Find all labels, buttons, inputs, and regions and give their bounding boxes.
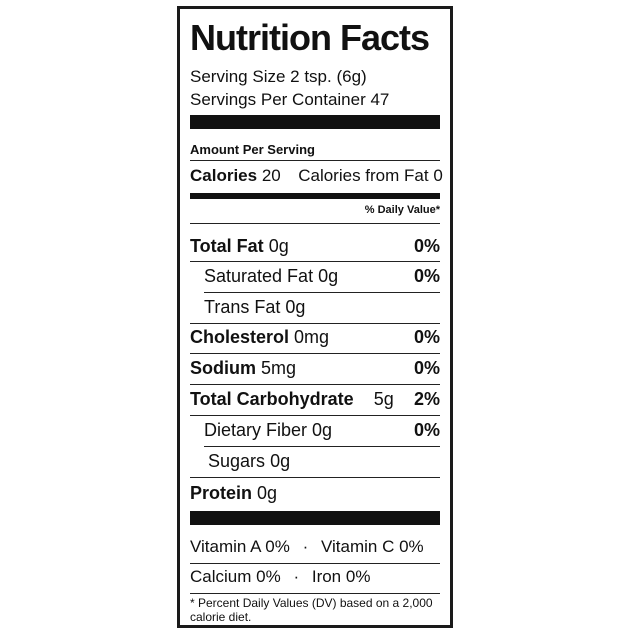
total-carbohydrate-row: Total Carbohydrate 5g 2%: [190, 389, 440, 410]
divider: [190, 261, 440, 262]
saturated-fat-amount: 0g: [318, 266, 339, 286]
total-fat-label: Total Fat: [190, 236, 264, 256]
divider: [190, 563, 440, 564]
label-title: Nutrition Facts: [190, 17, 430, 58]
divider: [190, 477, 440, 478]
divider: [204, 292, 440, 293]
daily-value-header: % Daily Value*: [364, 204, 440, 216]
separator-dot: ·: [293, 567, 300, 586]
protein-label: Protein: [190, 483, 253, 503]
total-carbohydrate-label: Total Carbohydrate: [190, 389, 354, 409]
dietary-fiber-row: Dietary Fiber 0g 0%: [190, 420, 440, 441]
nutrition-facts-label: Nutrition Facts Serving Size 2 tsp. (6g)…: [177, 6, 453, 628]
cholesterol-row: Cholesterol 0mg 0%: [190, 327, 440, 348]
sodium-amount: 5mg: [261, 358, 297, 378]
protein-amount: 0g: [257, 483, 278, 503]
divider: [190, 593, 440, 594]
divider: [190, 415, 440, 416]
divider-thick: [190, 115, 440, 129]
trans-fat-label: Trans Fat: [204, 297, 281, 317]
cholesterol-dv: 0%: [413, 327, 440, 347]
minerals-row: Calcium 0% · Iron 0%: [190, 567, 440, 587]
total-fat-row: Total Fat 0g 0%: [190, 236, 440, 257]
calories-from-fat-label: Calories from Fat: [298, 166, 429, 185]
dietary-fiber-dv: 0%: [413, 420, 440, 440]
footnote: * Percent Daily Values (DV) based on a 2…: [190, 596, 433, 624]
vitamins-row: Vitamin A 0% · Vitamin C 0%: [190, 537, 440, 557]
saturated-fat-row: Saturated Fat 0g 0%: [190, 266, 440, 287]
calories-row: Calories 20 Calories from Fat 0: [190, 166, 443, 186]
calories-from-fat-value: 0: [433, 166, 443, 185]
divider: [190, 223, 440, 224]
divider: [190, 160, 440, 161]
divider: [190, 384, 440, 385]
divider: [190, 323, 440, 324]
separator-dot: ·: [302, 537, 309, 556]
saturated-fat-label: Saturated Fat: [204, 266, 314, 286]
divider: [204, 446, 440, 447]
trans-fat-amount: 0g: [285, 297, 306, 317]
total-carbohydrate-dv: 2%: [413, 389, 440, 409]
sodium-row: Sodium 5mg 0%: [190, 358, 440, 379]
sugars-row: Sugars 0g: [190, 451, 440, 472]
dietary-fiber-amount: 0g: [312, 420, 333, 440]
vitamin-c: Vitamin C 0%: [321, 537, 424, 556]
total-fat-amount: 0g: [268, 236, 289, 256]
servings-per-container: Servings Per Container 47: [190, 90, 390, 109]
cholesterol-label: Cholesterol: [190, 327, 290, 347]
divider: [190, 353, 440, 354]
saturated-fat-dv: 0%: [413, 266, 440, 286]
serving-size: Serving Size 2 tsp. (6g): [190, 67, 367, 86]
sodium-label: Sodium: [190, 358, 256, 378]
divider-thick: [190, 511, 440, 525]
sugars-amount: 0g: [270, 451, 291, 471]
calories-label: Calories: [190, 166, 258, 185]
divider-medium: [190, 193, 440, 199]
calories-value: 20: [261, 166, 281, 185]
sodium-dv: 0%: [413, 358, 440, 378]
iron: Iron 0%: [311, 567, 371, 586]
vitamin-a: Vitamin A 0%: [190, 537, 290, 556]
total-fat-dv: 0%: [413, 236, 440, 256]
calcium: Calcium 0%: [190, 567, 281, 586]
amount-per-serving: Amount Per Serving: [190, 142, 315, 157]
sugars-label: Sugars: [208, 451, 266, 471]
dietary-fiber-label: Dietary Fiber: [204, 420, 308, 440]
cholesterol-amount: 0mg: [294, 327, 330, 347]
total-carbohydrate-amount: 5g: [373, 389, 394, 409]
trans-fat-row: Trans Fat 0g: [190, 297, 440, 318]
protein-row: Protein 0g: [190, 483, 440, 504]
